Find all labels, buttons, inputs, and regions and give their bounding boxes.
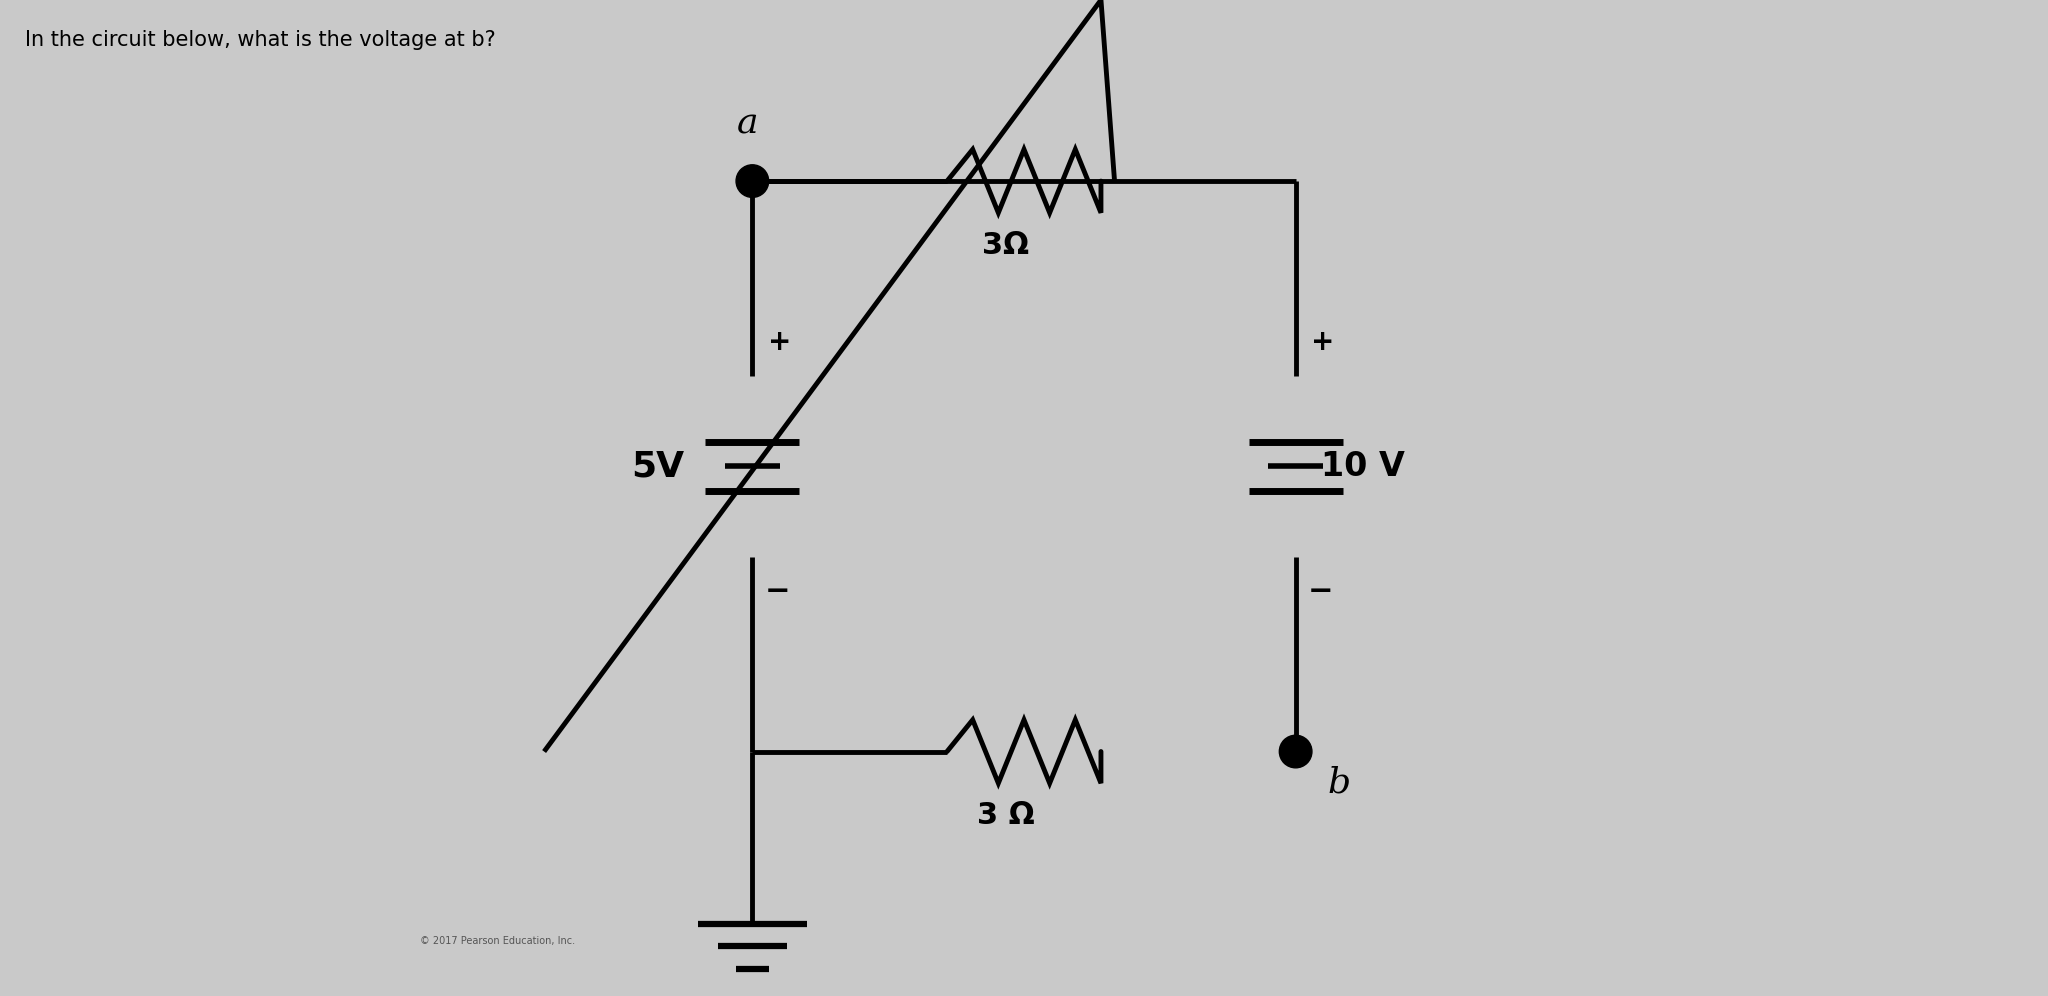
- Text: −: −: [766, 577, 791, 606]
- Text: b: b: [1327, 765, 1350, 799]
- Text: 3Ω: 3Ω: [983, 231, 1030, 260]
- Text: In the circuit below, what is the voltage at b?: In the circuit below, what is the voltag…: [25, 30, 496, 50]
- Text: +: +: [768, 328, 791, 356]
- Text: +: +: [1311, 328, 1335, 356]
- Text: 3 Ω: 3 Ω: [977, 802, 1034, 831]
- Text: a: a: [737, 107, 758, 140]
- Text: 5V: 5V: [631, 449, 684, 483]
- Circle shape: [735, 164, 768, 197]
- Text: −: −: [1309, 577, 1333, 606]
- Text: 10 V: 10 V: [1321, 450, 1405, 483]
- Circle shape: [1280, 735, 1313, 768]
- Text: © 2017 Pearson Education, Inc.: © 2017 Pearson Education, Inc.: [420, 936, 575, 946]
